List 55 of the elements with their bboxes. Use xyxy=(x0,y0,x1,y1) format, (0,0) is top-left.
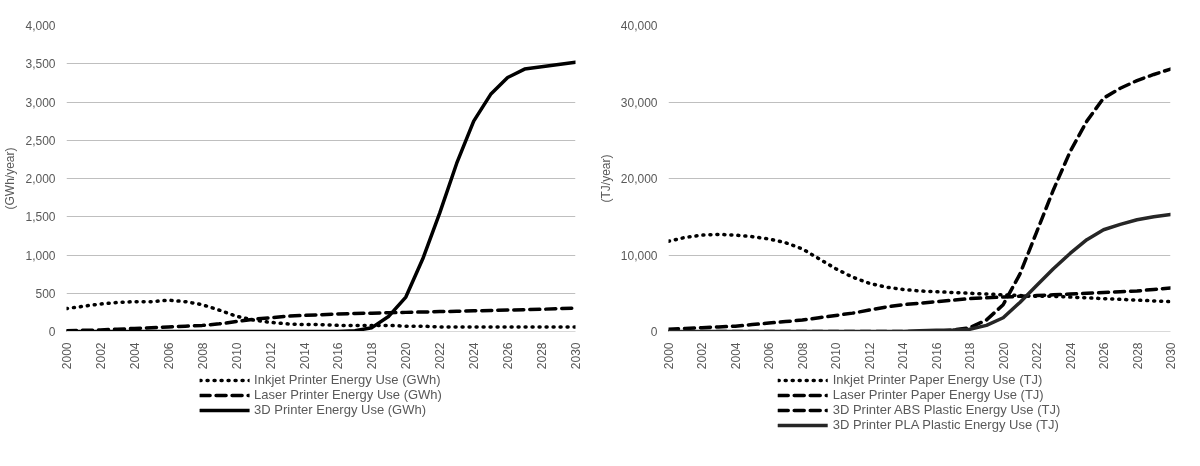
y-tick-label: 1,500 xyxy=(25,210,56,225)
legend-label: 3D Printer Energy Use (GWh) xyxy=(254,402,427,417)
x-tick-label: 2018 xyxy=(963,342,978,370)
x-tick-label: 2000 xyxy=(662,342,676,370)
y-tick-label: 3,500 xyxy=(25,57,56,72)
x-tick-label: 2010 xyxy=(229,342,244,370)
x-tick-label: 2006 xyxy=(762,342,777,370)
x-tick-label: 2020 xyxy=(996,342,1011,370)
x-tick-label: 2002 xyxy=(695,342,710,370)
legend-label: 3D Printer ABS Plastic Energy Use (TJ) xyxy=(832,402,1061,417)
legend-label: Laser Printer Paper Energy Use (TJ) xyxy=(832,387,1044,402)
x-tick-label: 2028 xyxy=(535,342,550,370)
x-tick-label: 2030 xyxy=(1164,342,1178,370)
y-tick-label: 1,000 xyxy=(25,248,56,263)
legend-label: Inkjet Printer Paper Energy Use (TJ) xyxy=(832,372,1043,387)
x-tick-label: 2018 xyxy=(365,342,380,370)
x-tick-label: 2012 xyxy=(862,342,877,370)
legend-label: Laser Printer Energy Use (GWh) xyxy=(254,387,442,402)
x-tick-label: 2016 xyxy=(929,342,944,370)
x-tick-label: 2008 xyxy=(195,342,210,370)
x-tick-label: 2006 xyxy=(161,342,176,370)
y-tick-label: 2,500 xyxy=(25,133,56,148)
x-tick-label: 2026 xyxy=(501,342,516,370)
y-tick-label: 500 xyxy=(35,286,56,301)
x-tick-label: 2022 xyxy=(1030,342,1045,370)
y-tick-label: 0 xyxy=(650,325,658,339)
x-tick-label: 2012 xyxy=(263,342,278,370)
x-tick-label: 2016 xyxy=(331,342,346,370)
x-tick-label: 2000 xyxy=(60,342,74,370)
y-tick-label: 30,000 xyxy=(620,95,658,110)
y-axis-title: (TJ/year) xyxy=(598,154,613,203)
x-tick-label: 2004 xyxy=(127,342,142,370)
x-tick-label: 2014 xyxy=(297,342,312,370)
x-tick-label: 2020 xyxy=(399,342,414,370)
x-tick-label: 2014 xyxy=(896,342,911,370)
y-tick-label: 20,000 xyxy=(620,172,658,186)
legend-label: 3D Printer PLA Plastic Energy Use (TJ) xyxy=(832,417,1059,432)
y-tick-label: 2,000 xyxy=(25,172,56,186)
x-tick-label: 2008 xyxy=(795,342,810,370)
y-tick-label: 3,000 xyxy=(25,95,56,110)
x-tick-label: 2004 xyxy=(728,342,743,370)
x-tick-label: 2010 xyxy=(829,342,844,370)
x-tick-label: 2026 xyxy=(1097,342,1112,370)
x-tick-label: 2002 xyxy=(93,342,108,370)
legend-label: Inkjet Printer Energy Use (GWh) xyxy=(254,372,441,387)
x-tick-label: 2022 xyxy=(433,342,448,370)
x-tick-label: 2030 xyxy=(569,342,583,370)
y-tick-label: 0 xyxy=(48,325,56,339)
y-tick-label: 10,000 xyxy=(620,248,658,263)
y-tick-label: 40,000 xyxy=(620,19,658,33)
y-axis-title: (GWh/year) xyxy=(3,147,18,210)
x-tick-label: 2024 xyxy=(1063,342,1078,370)
x-tick-label: 2028 xyxy=(1130,342,1145,370)
y-tick-label: 4,000 xyxy=(25,19,56,33)
x-tick-label: 2024 xyxy=(467,342,482,370)
